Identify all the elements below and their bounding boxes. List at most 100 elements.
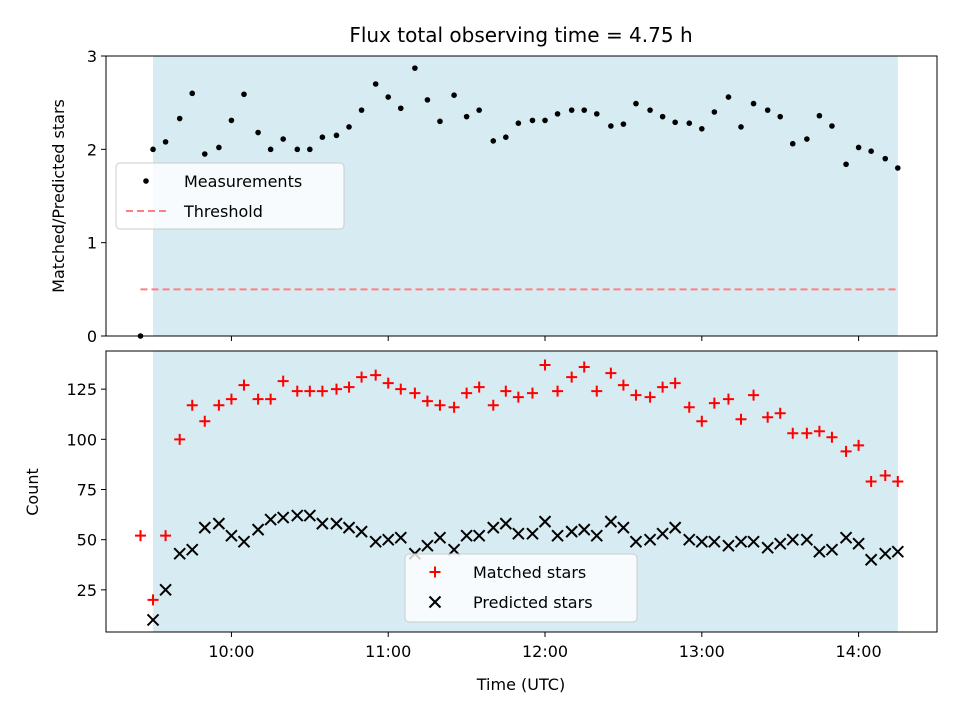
data-point xyxy=(276,511,290,524)
data-point xyxy=(186,543,199,556)
data-point xyxy=(330,383,342,395)
data-point xyxy=(777,113,784,120)
data-point xyxy=(882,155,889,162)
data-point xyxy=(316,385,328,397)
data-point xyxy=(472,529,486,542)
series-matched-stars xyxy=(134,359,904,606)
data-point xyxy=(630,389,642,401)
data-point xyxy=(487,399,499,411)
legend-box xyxy=(404,553,638,623)
data-point xyxy=(264,513,277,526)
data-point xyxy=(213,399,225,411)
data-point xyxy=(879,469,891,481)
data-point xyxy=(303,509,317,522)
data-point xyxy=(879,547,892,560)
data-point xyxy=(735,413,747,425)
data-point xyxy=(343,381,355,393)
bottom-y-axis-label: Count xyxy=(23,468,42,516)
y-tick-label: 25 xyxy=(77,581,97,600)
data-point xyxy=(629,535,643,548)
data-point xyxy=(669,377,681,389)
series-measurements xyxy=(137,65,901,339)
data-point xyxy=(590,529,603,542)
data-point xyxy=(750,100,757,107)
bottom-plot: 25 50 75 100 125 10:00 11:00 12:00 13:00 14:00 Mat… xyxy=(66,350,938,661)
data-point xyxy=(146,613,160,627)
data-point xyxy=(581,107,588,113)
data-point xyxy=(826,431,838,443)
axes-frame xyxy=(105,350,938,633)
bottom-x-axis-label: Time (UTC) xyxy=(476,675,565,694)
legend-box xyxy=(115,162,345,230)
data-point xyxy=(708,397,720,409)
data-point xyxy=(412,65,418,71)
data-point xyxy=(786,533,799,546)
data-point xyxy=(267,146,274,153)
data-point xyxy=(237,535,251,548)
axes-frame xyxy=(105,55,938,337)
y-tick-label: 125 xyxy=(66,380,97,399)
legend: Measurements Threshold xyxy=(115,162,345,230)
data-point xyxy=(173,547,186,560)
legend-label: Measurements xyxy=(184,172,302,191)
data-point xyxy=(186,399,198,411)
data-point xyxy=(591,385,603,397)
data-point xyxy=(147,594,159,606)
data-point xyxy=(789,140,796,147)
data-point xyxy=(382,377,394,389)
data-point xyxy=(529,117,536,124)
data-point xyxy=(159,583,172,597)
data-point xyxy=(342,521,356,534)
data-point xyxy=(201,151,208,157)
data-point xyxy=(307,146,313,153)
legend-label: Matched stars xyxy=(473,563,586,582)
data-point xyxy=(865,475,877,487)
data-point xyxy=(212,517,226,530)
data-point xyxy=(853,439,865,451)
y-tick-label: 50 xyxy=(77,531,97,550)
data-point xyxy=(620,121,627,127)
data-point xyxy=(864,553,878,566)
data-point xyxy=(356,371,368,383)
y-tick-label: 0 xyxy=(87,327,97,346)
data-point xyxy=(370,369,382,381)
data-point xyxy=(801,427,813,439)
data-point xyxy=(174,433,186,445)
data-point xyxy=(463,113,470,120)
data-point xyxy=(369,535,382,548)
data-point xyxy=(451,92,457,98)
data-point xyxy=(787,427,799,439)
data-point xyxy=(252,393,264,405)
data-point xyxy=(868,148,874,154)
data-point xyxy=(499,517,513,530)
data-point xyxy=(891,545,905,558)
data-point xyxy=(241,91,247,98)
legend-label: Predicted stars xyxy=(473,593,593,612)
data-point xyxy=(839,531,853,544)
data-point xyxy=(852,537,865,550)
data-point xyxy=(855,144,862,151)
data-point xyxy=(552,385,564,397)
data-point xyxy=(551,529,564,542)
data-point xyxy=(617,521,630,534)
data-point xyxy=(695,535,709,548)
x-tick-label: 10:00 xyxy=(208,642,254,661)
data-point xyxy=(150,146,156,153)
x-tick-label: 12:00 xyxy=(522,642,568,661)
data-point xyxy=(421,395,433,407)
data-point xyxy=(330,517,343,530)
data-point xyxy=(672,119,678,126)
data-point xyxy=(683,401,695,413)
data-point xyxy=(490,138,497,144)
data-point xyxy=(711,109,718,115)
data-point xyxy=(176,115,183,122)
data-point xyxy=(647,107,653,113)
data-point xyxy=(578,361,590,373)
data-point xyxy=(800,533,814,546)
data-point xyxy=(294,146,301,153)
data-point xyxy=(526,387,538,399)
data-point xyxy=(255,129,261,136)
data-point xyxy=(437,118,443,125)
data-point xyxy=(696,415,708,427)
